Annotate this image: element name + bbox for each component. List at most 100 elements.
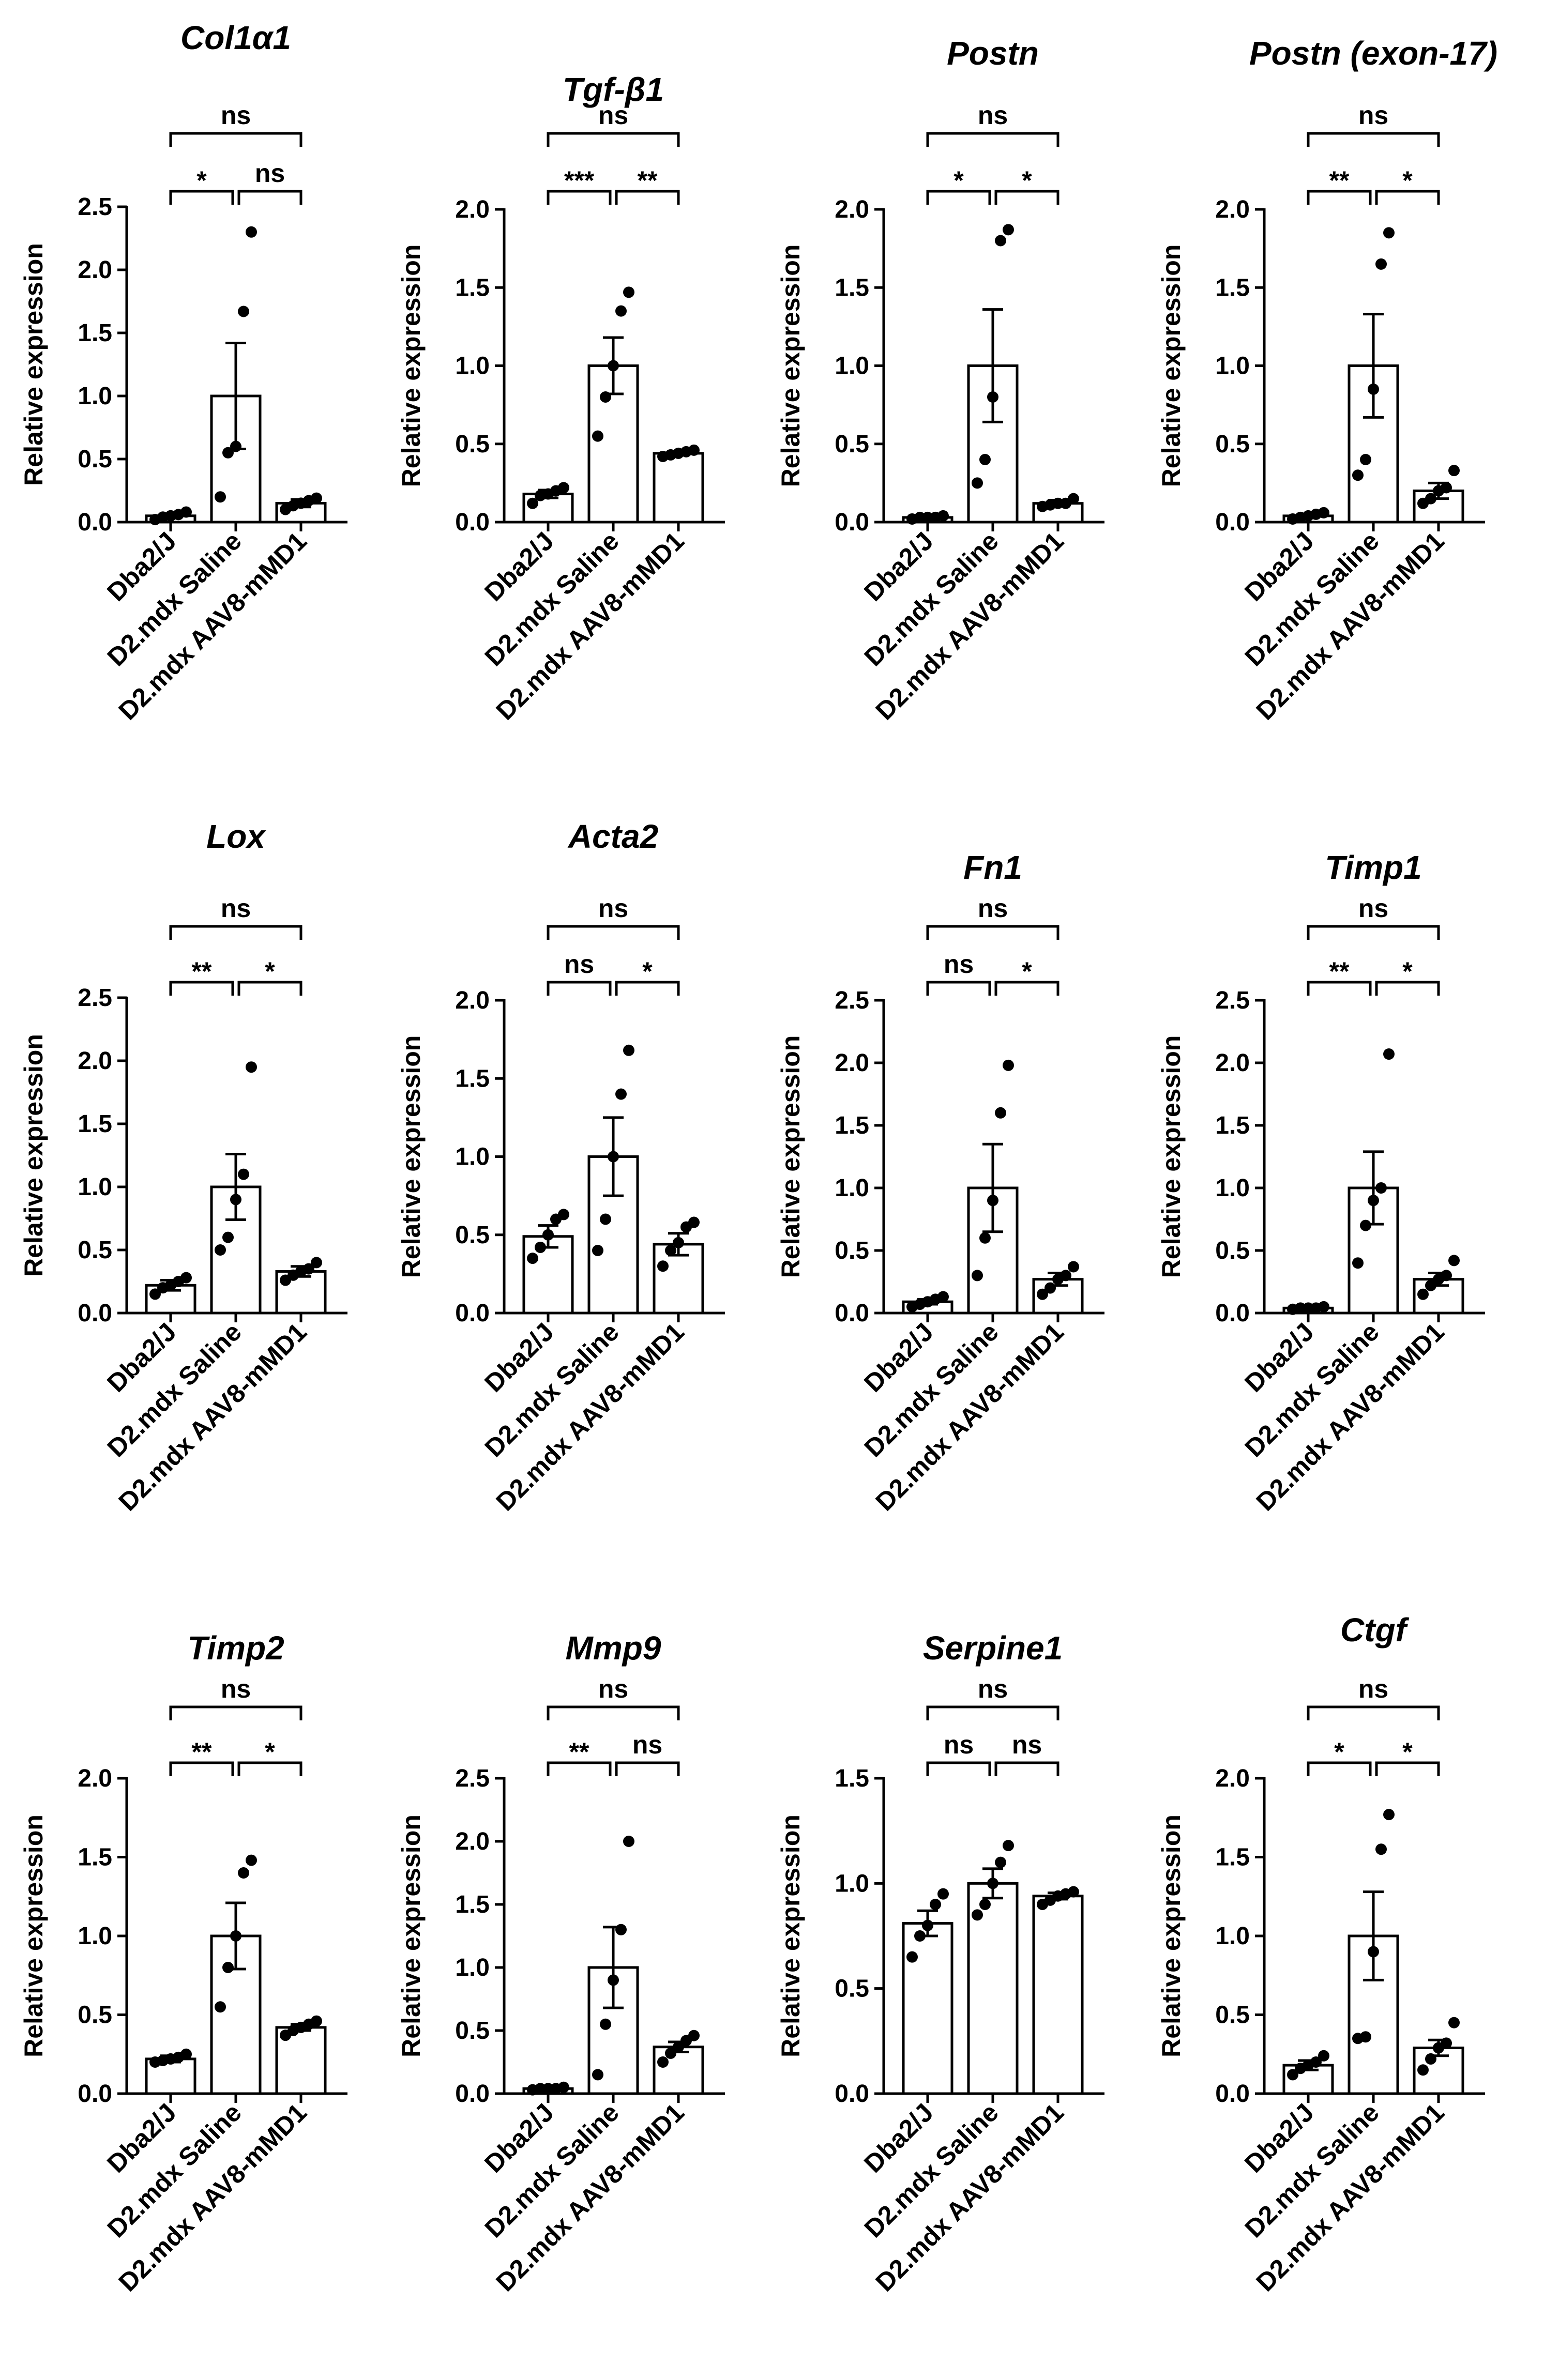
bar-d2-mdx-aav8-mmd1: [653, 2046, 704, 2095]
y-tick-label: 0.5: [1215, 1237, 1250, 1264]
sig-2-3-bracket: [1375, 981, 1440, 996]
y-axis-label: Relative expression: [776, 245, 805, 487]
y-tick-label: 1.0: [78, 383, 112, 410]
sig-2-3-label: *: [1022, 166, 1032, 195]
y-tick-label: 0.5: [835, 1975, 869, 2003]
data-point: [222, 447, 234, 459]
sig-1-3-bracket: [169, 132, 302, 147]
data-point: [657, 1260, 669, 1272]
data-point: [623, 286, 634, 298]
sig-1-2-bracket: [547, 981, 612, 996]
y-axis-label: Relative expression: [776, 1035, 805, 1278]
sig-1-3-bracket: [1307, 132, 1440, 147]
y-tick-label: 2.0: [1215, 1049, 1250, 1077]
y-tick-label: 0.5: [455, 431, 490, 458]
bar-d2-mdx-aav8-mmd1: [653, 452, 704, 524]
y-tick-label: 1.0: [1215, 1174, 1250, 1202]
y-tick-label: 1.0: [835, 1174, 869, 1202]
bar-dba2-j: [902, 1922, 953, 2095]
data-point: [558, 482, 569, 494]
data-point: [665, 2047, 676, 2059]
sig-2-3-label: ns: [1012, 1730, 1042, 1759]
data-point: [311, 1257, 322, 1269]
y-tick-label: 2.0: [835, 196, 869, 223]
y-tick-label: 2.5: [835, 987, 869, 1014]
y-tick-label: 1.0: [835, 1870, 869, 1897]
panel-title: Serpine1: [923, 1629, 1063, 1667]
panel-lox: Lox Relative expression 0.0 0.5 1.0 1.5 2.0 2.5…: [19, 818, 347, 1517]
data-point: [995, 235, 1006, 247]
data-point: [1318, 2050, 1329, 2062]
sig-1-3-label: ns: [1358, 894, 1388, 923]
sig-1-2-label: ns: [944, 1730, 974, 1759]
data-point: [1318, 507, 1329, 518]
data-point: [1352, 1257, 1364, 1269]
y-tick-label: 0.0: [78, 1300, 112, 1327]
data-point: [1417, 2064, 1429, 2076]
data-point: [311, 492, 322, 504]
y-tick-label: 1.0: [835, 353, 869, 380]
data-point: [673, 1237, 684, 1248]
data-point: [600, 1213, 611, 1225]
y-tick-label: 0.0: [1215, 1300, 1250, 1327]
data-point: [222, 1962, 234, 1973]
y-tick-label: 0.0: [78, 2080, 112, 2108]
y-tick-label: 0.0: [835, 2080, 869, 2108]
data-point: [1375, 258, 1387, 270]
y-tick-label: 1.0: [1215, 353, 1250, 380]
data-point: [615, 1088, 627, 1100]
sig-2-3-label: *: [642, 957, 653, 986]
sig-1-2-bracket: [1307, 1761, 1372, 1776]
sig-1-3-bracket: [926, 925, 1059, 940]
data-point: [149, 1288, 161, 1300]
y-tick-label: 0.5: [78, 2002, 112, 2029]
y-tick-label: 0.5: [78, 446, 112, 473]
y-axis-label: Relative expression: [19, 1034, 48, 1277]
y-tick-label: 2.5: [78, 984, 112, 1012]
data-point: [180, 506, 192, 518]
sig-2-3-label: *: [265, 1737, 275, 1766]
y-tick-label: 2.0: [455, 1828, 490, 1855]
sig-1-3-label: ns: [598, 101, 628, 130]
sig-1-2-label: **: [192, 957, 212, 986]
data-point: [1383, 227, 1395, 239]
panel-tgf-1: Tgf-β1 Relative expression 0.0 0.5 1.0 1.5 2.0…: [397, 71, 725, 726]
y-tick-label: 2.0: [455, 196, 490, 223]
data-point: [623, 1044, 634, 1056]
sig-2-3-bracket: [237, 1761, 302, 1776]
sig-2-3-label: *: [265, 957, 275, 986]
y-axis-label: Relative expression: [1157, 1035, 1186, 1278]
y-tick-label: 1.0: [1215, 1923, 1250, 1950]
data-point: [987, 391, 998, 403]
data-point: [303, 1263, 314, 1275]
sig-1-2-label: *: [196, 166, 207, 195]
panel-timp1: Timp1 Relative expression 0.0 0.5 1.0 1.5 2.0 2…: [1157, 849, 1485, 1517]
y-tick-label: 0.0: [835, 1300, 869, 1327]
sig-1-3-bracket: [547, 925, 680, 940]
y-tick-label: 2.0: [455, 987, 490, 1014]
sig-2-3-bracket: [237, 981, 302, 996]
data-point: [1383, 1809, 1395, 1821]
data-point: [1045, 1282, 1056, 1294]
data-point: [558, 1209, 569, 1220]
data-point: [688, 444, 700, 456]
data-point: [1318, 1301, 1329, 1313]
y-tick-label: 2.5: [1215, 987, 1250, 1014]
sig-1-2-label: ***: [564, 166, 595, 195]
data-point: [1068, 1886, 1079, 1898]
y-tick-label: 0.0: [455, 2080, 490, 2108]
y-tick-label: 1.0: [455, 1954, 490, 1981]
data-point: [1368, 383, 1379, 395]
y-tick-label: 0.5: [835, 431, 869, 458]
y-tick-label: 1.0: [78, 1173, 112, 1201]
y-tick-label: 0.0: [455, 509, 490, 536]
bar-dba2-j: [522, 1235, 574, 1315]
panel-title: Tgf-β1: [563, 71, 664, 108]
y-tick-label: 2.0: [78, 1047, 112, 1075]
data-point: [527, 497, 538, 509]
y-tick-label: 2.0: [835, 1049, 869, 1077]
data-point: [1360, 1219, 1371, 1231]
data-point: [987, 1878, 998, 1889]
